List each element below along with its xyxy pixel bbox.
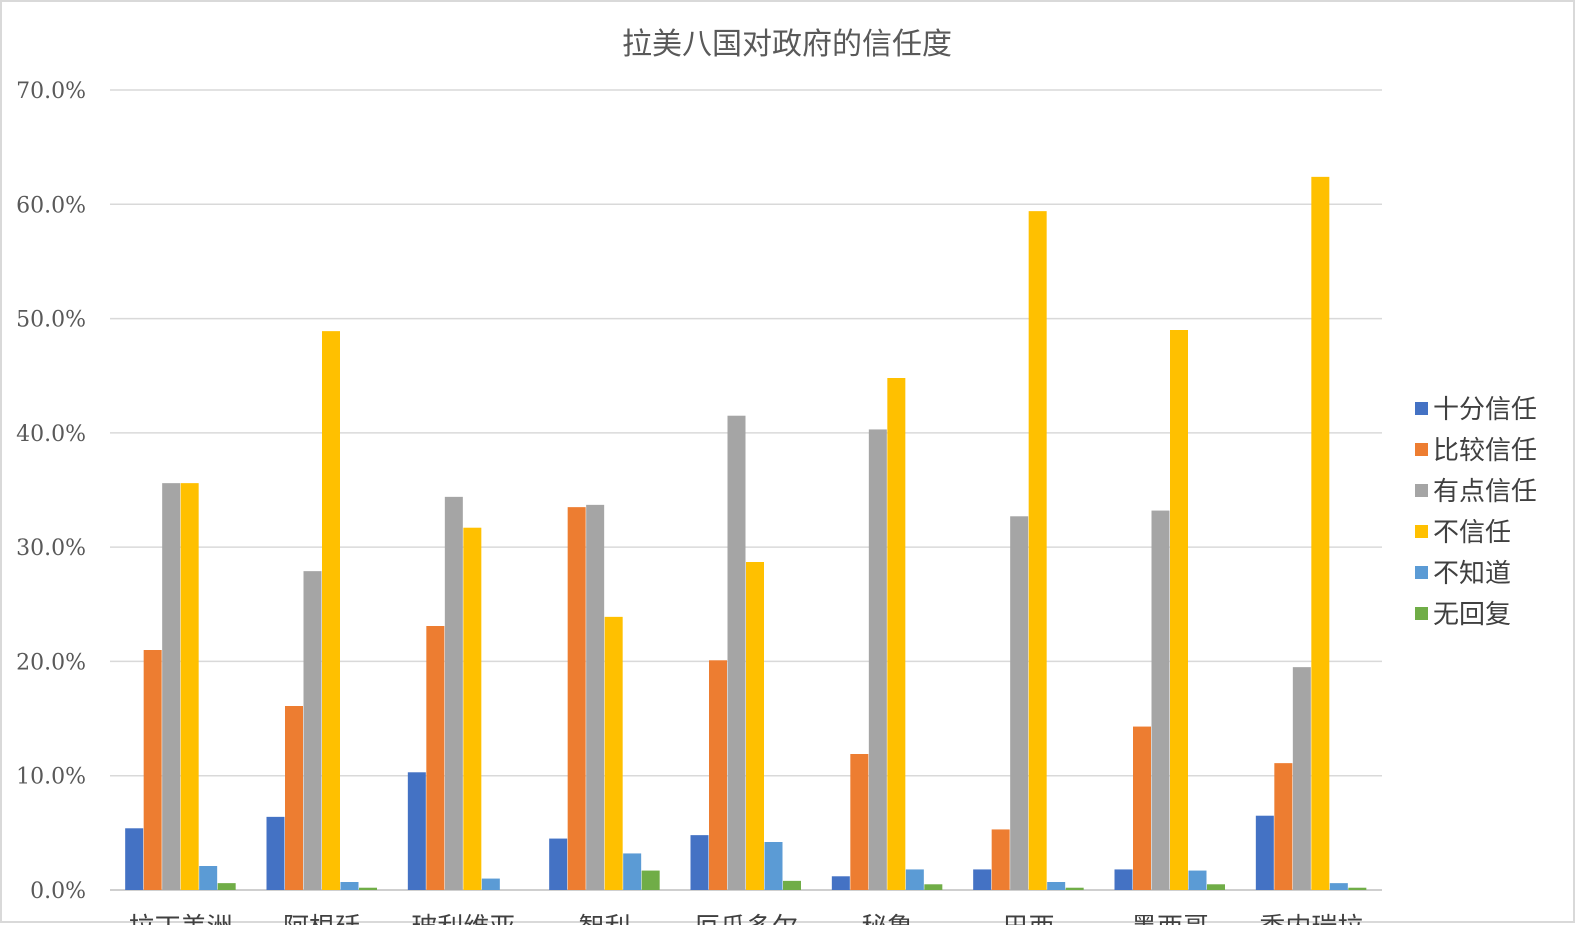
y-tick-label: 60.0%: [16, 193, 86, 218]
bars: [125, 176, 1367, 891]
bar: [1047, 882, 1066, 890]
y-tick-label: 0.0%: [30, 879, 86, 904]
bar: [727, 415, 746, 890]
legend-label: 不知道: [1433, 559, 1511, 589]
bar: [709, 660, 727, 890]
legend-item: 十分信任: [1415, 395, 1537, 425]
bar: [1292, 667, 1311, 890]
bar: [746, 562, 764, 890]
legend-swatch: [1415, 525, 1428, 538]
legend-item: 有点信任: [1415, 477, 1537, 507]
bar: [359, 887, 377, 890]
legend-swatch: [1415, 607, 1428, 620]
bar: [1274, 763, 1293, 890]
y-tick-label: 70.0%: [16, 79, 86, 104]
bar: [924, 884, 943, 890]
y-axis-ticks: 0.0% 10.0% 20.0% 30.0% 40.0% 50.0% 60.0% 70.0%: [16, 79, 86, 904]
legend-item: 比较信任: [1415, 436, 1537, 466]
bar: [1133, 726, 1151, 890]
legend-item: 不信任: [1415, 518, 1511, 548]
bar: [868, 429, 887, 890]
bar: [641, 870, 660, 890]
bar: [623, 853, 642, 890]
bar: [340, 882, 359, 890]
x-tick-label: 秘鲁: [861, 913, 913, 925]
bar: [1114, 869, 1133, 890]
bar: [905, 869, 924, 890]
legend-item: 不知道: [1415, 559, 1511, 589]
bar: [1329, 883, 1348, 890]
legend-label: 比较信任: [1433, 436, 1537, 466]
x-tick-label: 拉丁美洲: [129, 913, 233, 925]
legend-label: 不信任: [1433, 518, 1511, 548]
bar: [1311, 176, 1330, 891]
bar: [973, 869, 992, 890]
legend-label: 无回复: [1433, 600, 1511, 630]
x-tick-label: 阿根廷: [283, 913, 361, 925]
x-tick-label: 厄瓜多尔: [694, 913, 798, 925]
bar: [463, 527, 482, 890]
x-tick-label: 玻利维亚: [411, 913, 515, 925]
bar: [180, 483, 199, 890]
bar: [549, 838, 568, 890]
bar: [1065, 887, 1084, 890]
bar: [426, 626, 445, 890]
bar: [1010, 516, 1029, 890]
bar: [285, 706, 303, 890]
bar: [162, 483, 181, 890]
chart-title: 拉美八国对政府的信任度: [622, 27, 952, 62]
bar: [850, 754, 869, 890]
bar: [991, 829, 1010, 890]
y-tick-label: 40.0%: [16, 422, 86, 447]
x-axis-ticks: 拉丁美洲 阿根廷 玻利维亚 智利 厄瓜多尔 秘鲁 巴西 墨西哥 委内瑞拉: [129, 913, 1364, 925]
legend-swatch: [1415, 402, 1428, 415]
bar: [831, 876, 850, 890]
x-tick-label: 委内瑞拉: [1259, 913, 1363, 925]
bar: [143, 650, 162, 890]
bar: [444, 496, 463, 890]
x-tick-label: 巴西: [1003, 913, 1055, 925]
bar: [1348, 887, 1367, 890]
x-tick-label: 墨西哥: [1131, 913, 1209, 925]
bar: [1188, 870, 1207, 890]
legend-swatch: [1415, 484, 1428, 497]
bar: [1255, 815, 1274, 890]
x-tick-label: 智利: [579, 913, 631, 925]
bar: [217, 883, 236, 890]
bar: [887, 378, 906, 890]
bar: [1207, 884, 1225, 890]
bar: [303, 571, 322, 890]
bar: [1151, 510, 1170, 890]
bar: [783, 880, 801, 890]
bar: [322, 331, 340, 890]
bar: [266, 816, 285, 890]
bar: [1028, 211, 1047, 890]
bar: [1170, 330, 1188, 890]
y-tick-label: 10.0%: [16, 765, 86, 790]
legend-label: 有点信任: [1433, 477, 1537, 507]
y-tick-label: 20.0%: [16, 650, 86, 675]
bar: [199, 866, 218, 890]
bar: [407, 772, 426, 890]
legend-item: 无回复: [1415, 600, 1511, 630]
legend-label: 十分信任: [1433, 395, 1537, 425]
y-tick-label: 30.0%: [16, 536, 86, 561]
bar: [764, 842, 783, 890]
bar: [586, 504, 605, 890]
legend-swatch: [1415, 566, 1428, 579]
y-tick-label: 50.0%: [16, 308, 86, 333]
bar: [567, 507, 586, 890]
bar: [690, 835, 709, 890]
bar: [604, 616, 623, 890]
legend-swatch: [1415, 443, 1428, 456]
bar: [481, 878, 500, 890]
bar: [125, 828, 144, 890]
